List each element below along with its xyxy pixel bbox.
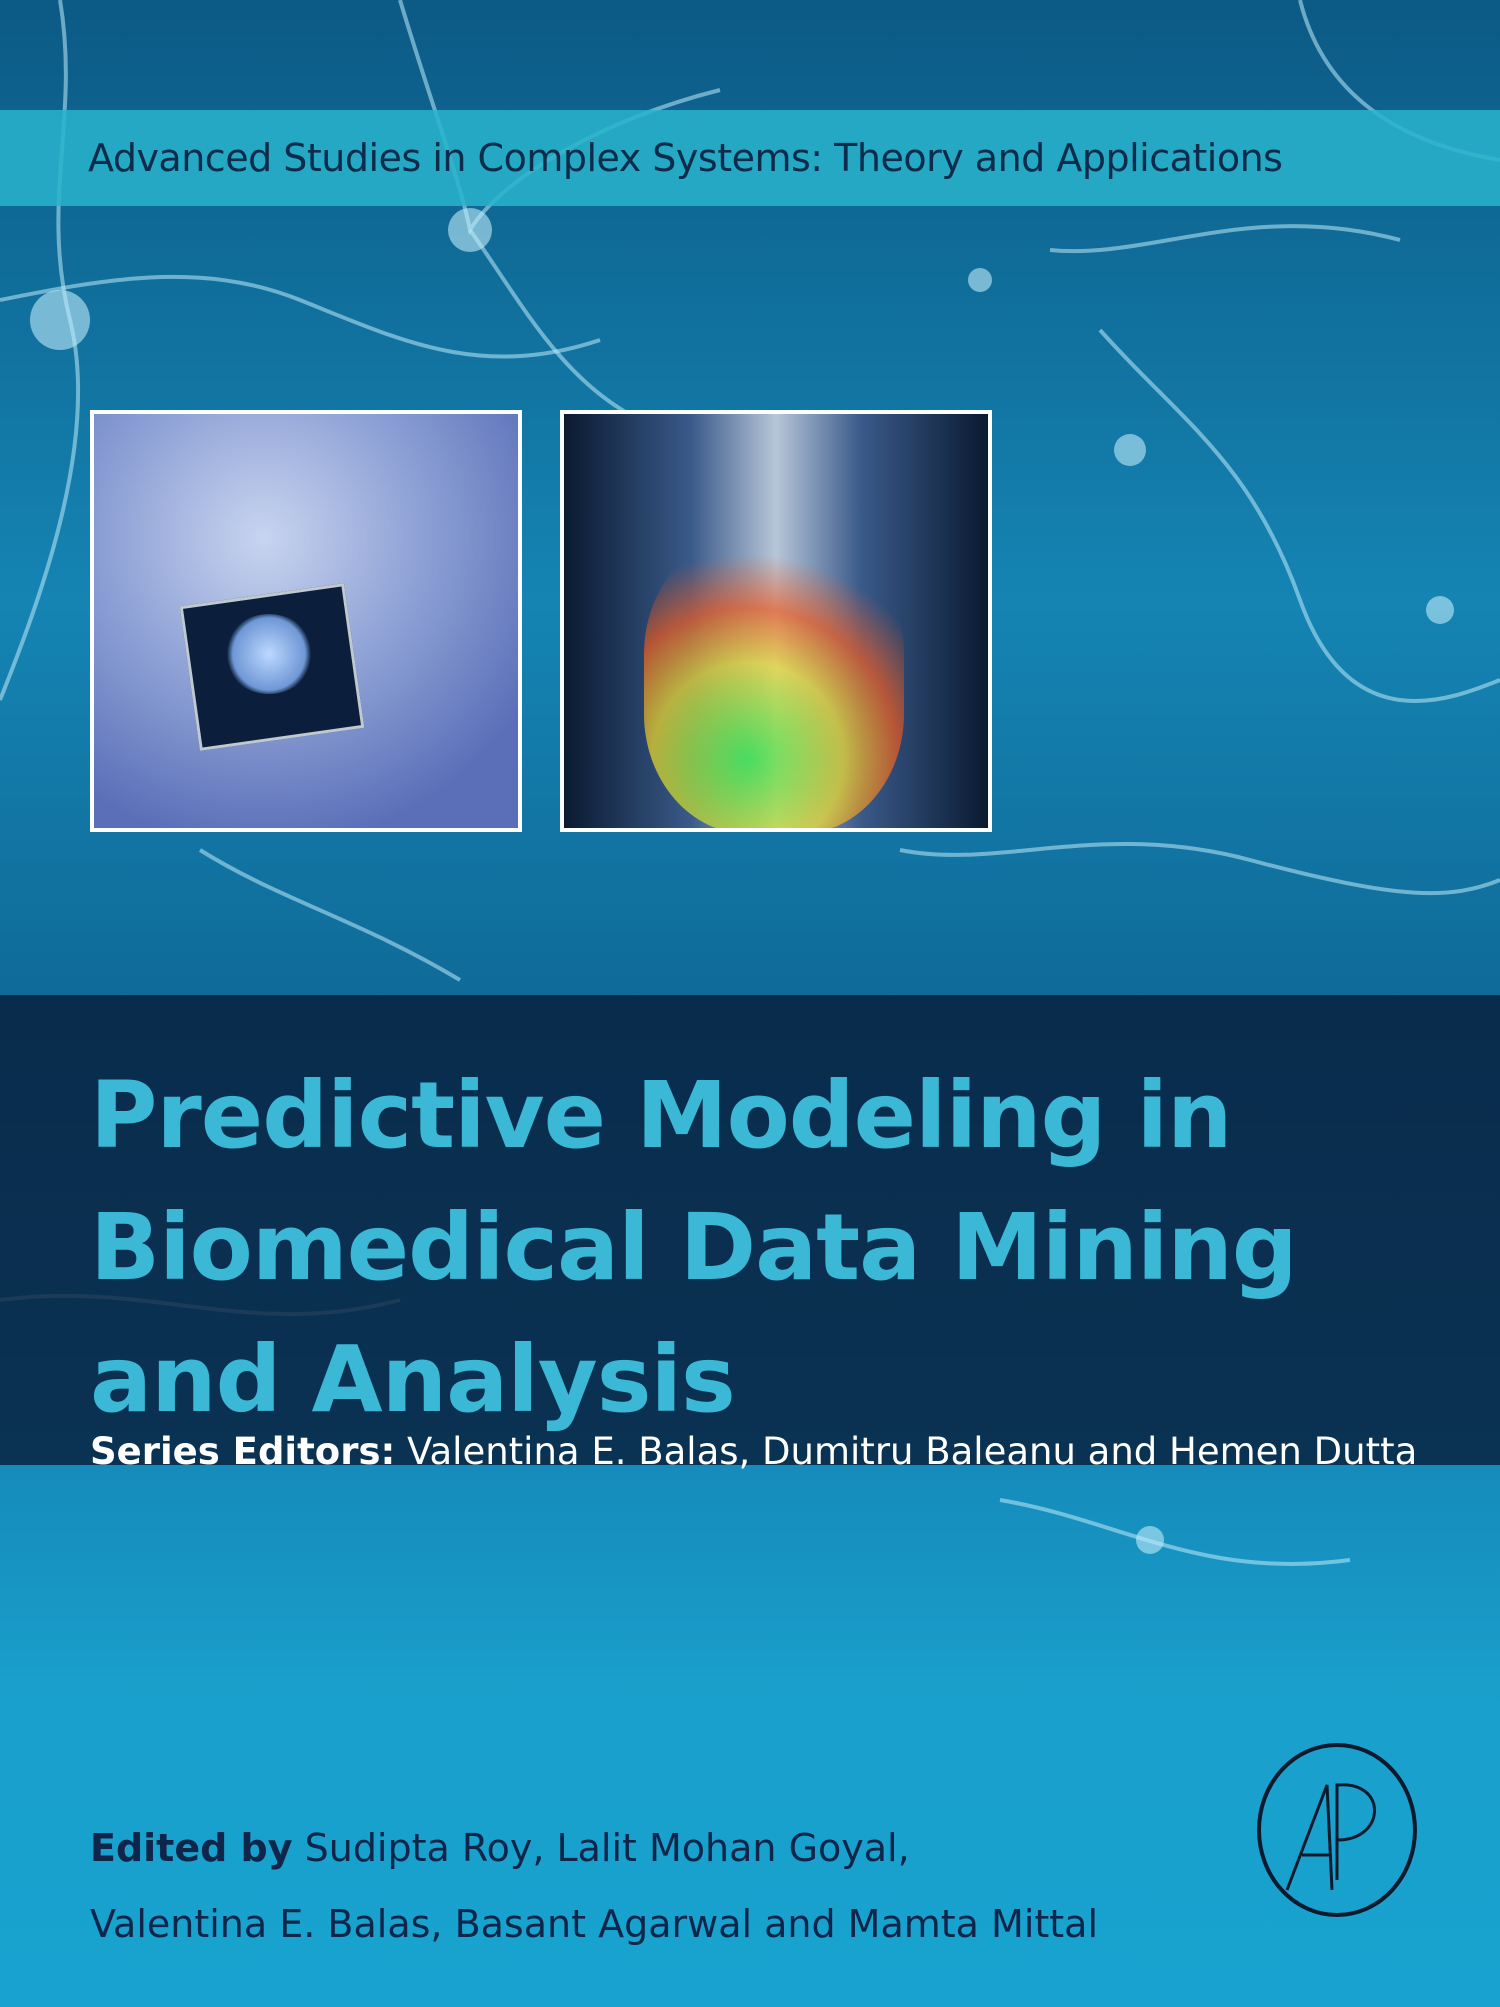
series-editors-names: Valentina E. Balas, Dumitru Baleanu and … [395, 1430, 1418, 1473]
heatmap-overlay [644, 534, 904, 828]
series-editors-label: Series Editors: [90, 1430, 396, 1473]
chest-xray-photo [560, 410, 992, 832]
edited-by: Edited by Sudipta Roy, Lalit Mohan Goyal… [90, 1810, 1098, 1962]
edited-by-label: Edited by [90, 1826, 293, 1870]
researcher-chip-photo [90, 410, 522, 832]
series-title: Advanced Studies in Complex Systems: The… [88, 136, 1283, 180]
brain-circuit-image [224, 614, 314, 694]
series-editors: Series Editors: Valentina E. Balas, Dumi… [90, 1430, 1417, 1473]
title-line: and Analysis [90, 1326, 736, 1433]
book-title: Predictive Modeling in Biomedical Data M… [90, 1050, 1298, 1446]
editors-line2: Valentina E. Balas, Basant Agarwal and M… [90, 1902, 1099, 1946]
title-line: Biomedical Data Mining [90, 1194, 1298, 1301]
academic-press-logo-icon [1257, 1743, 1417, 1917]
title-band [0, 995, 1500, 1465]
series-band [0, 110, 1500, 206]
editors-line1: Sudipta Roy, Lalit Mohan Goyal, [292, 1826, 910, 1870]
title-line: Predictive Modeling in [90, 1062, 1233, 1169]
